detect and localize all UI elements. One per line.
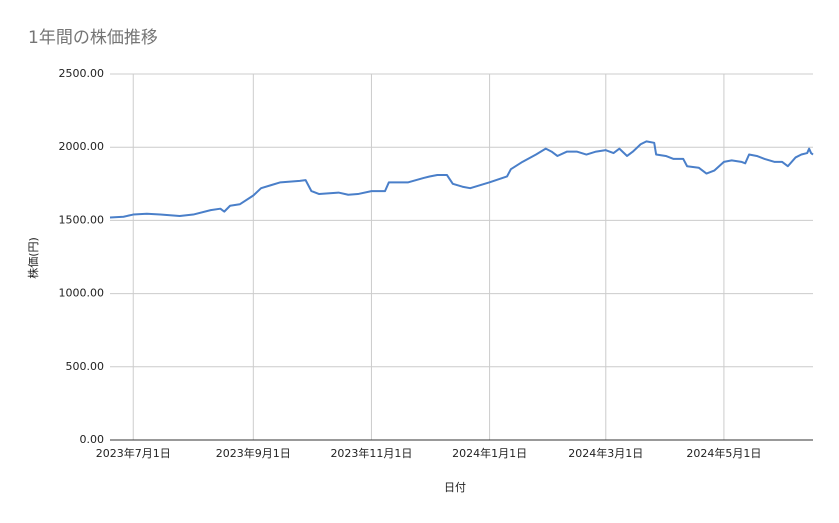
x-tick-label: 2023年11月1日 (330, 446, 412, 460)
x-tick-label: 2023年9月1日 (216, 446, 291, 460)
y-tick-label: 0.00 (80, 433, 105, 446)
x-tick-label: 2024年3月1日 (568, 446, 643, 460)
data-line (109, 140, 814, 219)
y-tick-label: 2000.00 (59, 140, 105, 153)
x-tick-label: 2023年7月1日 (96, 446, 171, 460)
x-tick-label: 2024年5月1日 (686, 446, 761, 460)
y-tick-label: 500.00 (66, 360, 105, 373)
y-tick-label: 1500.00 (59, 213, 105, 226)
x-axis-label: 日付 (444, 481, 466, 494)
x-tick-label: 2024年1月1日 (452, 446, 527, 460)
y-tick-label: 1000.00 (59, 287, 105, 300)
chart-title: 1年間の株価推移 (28, 28, 158, 48)
y-tick-label: 2500.00 (59, 67, 105, 80)
y-axis-label: 株価(円) (26, 237, 40, 279)
